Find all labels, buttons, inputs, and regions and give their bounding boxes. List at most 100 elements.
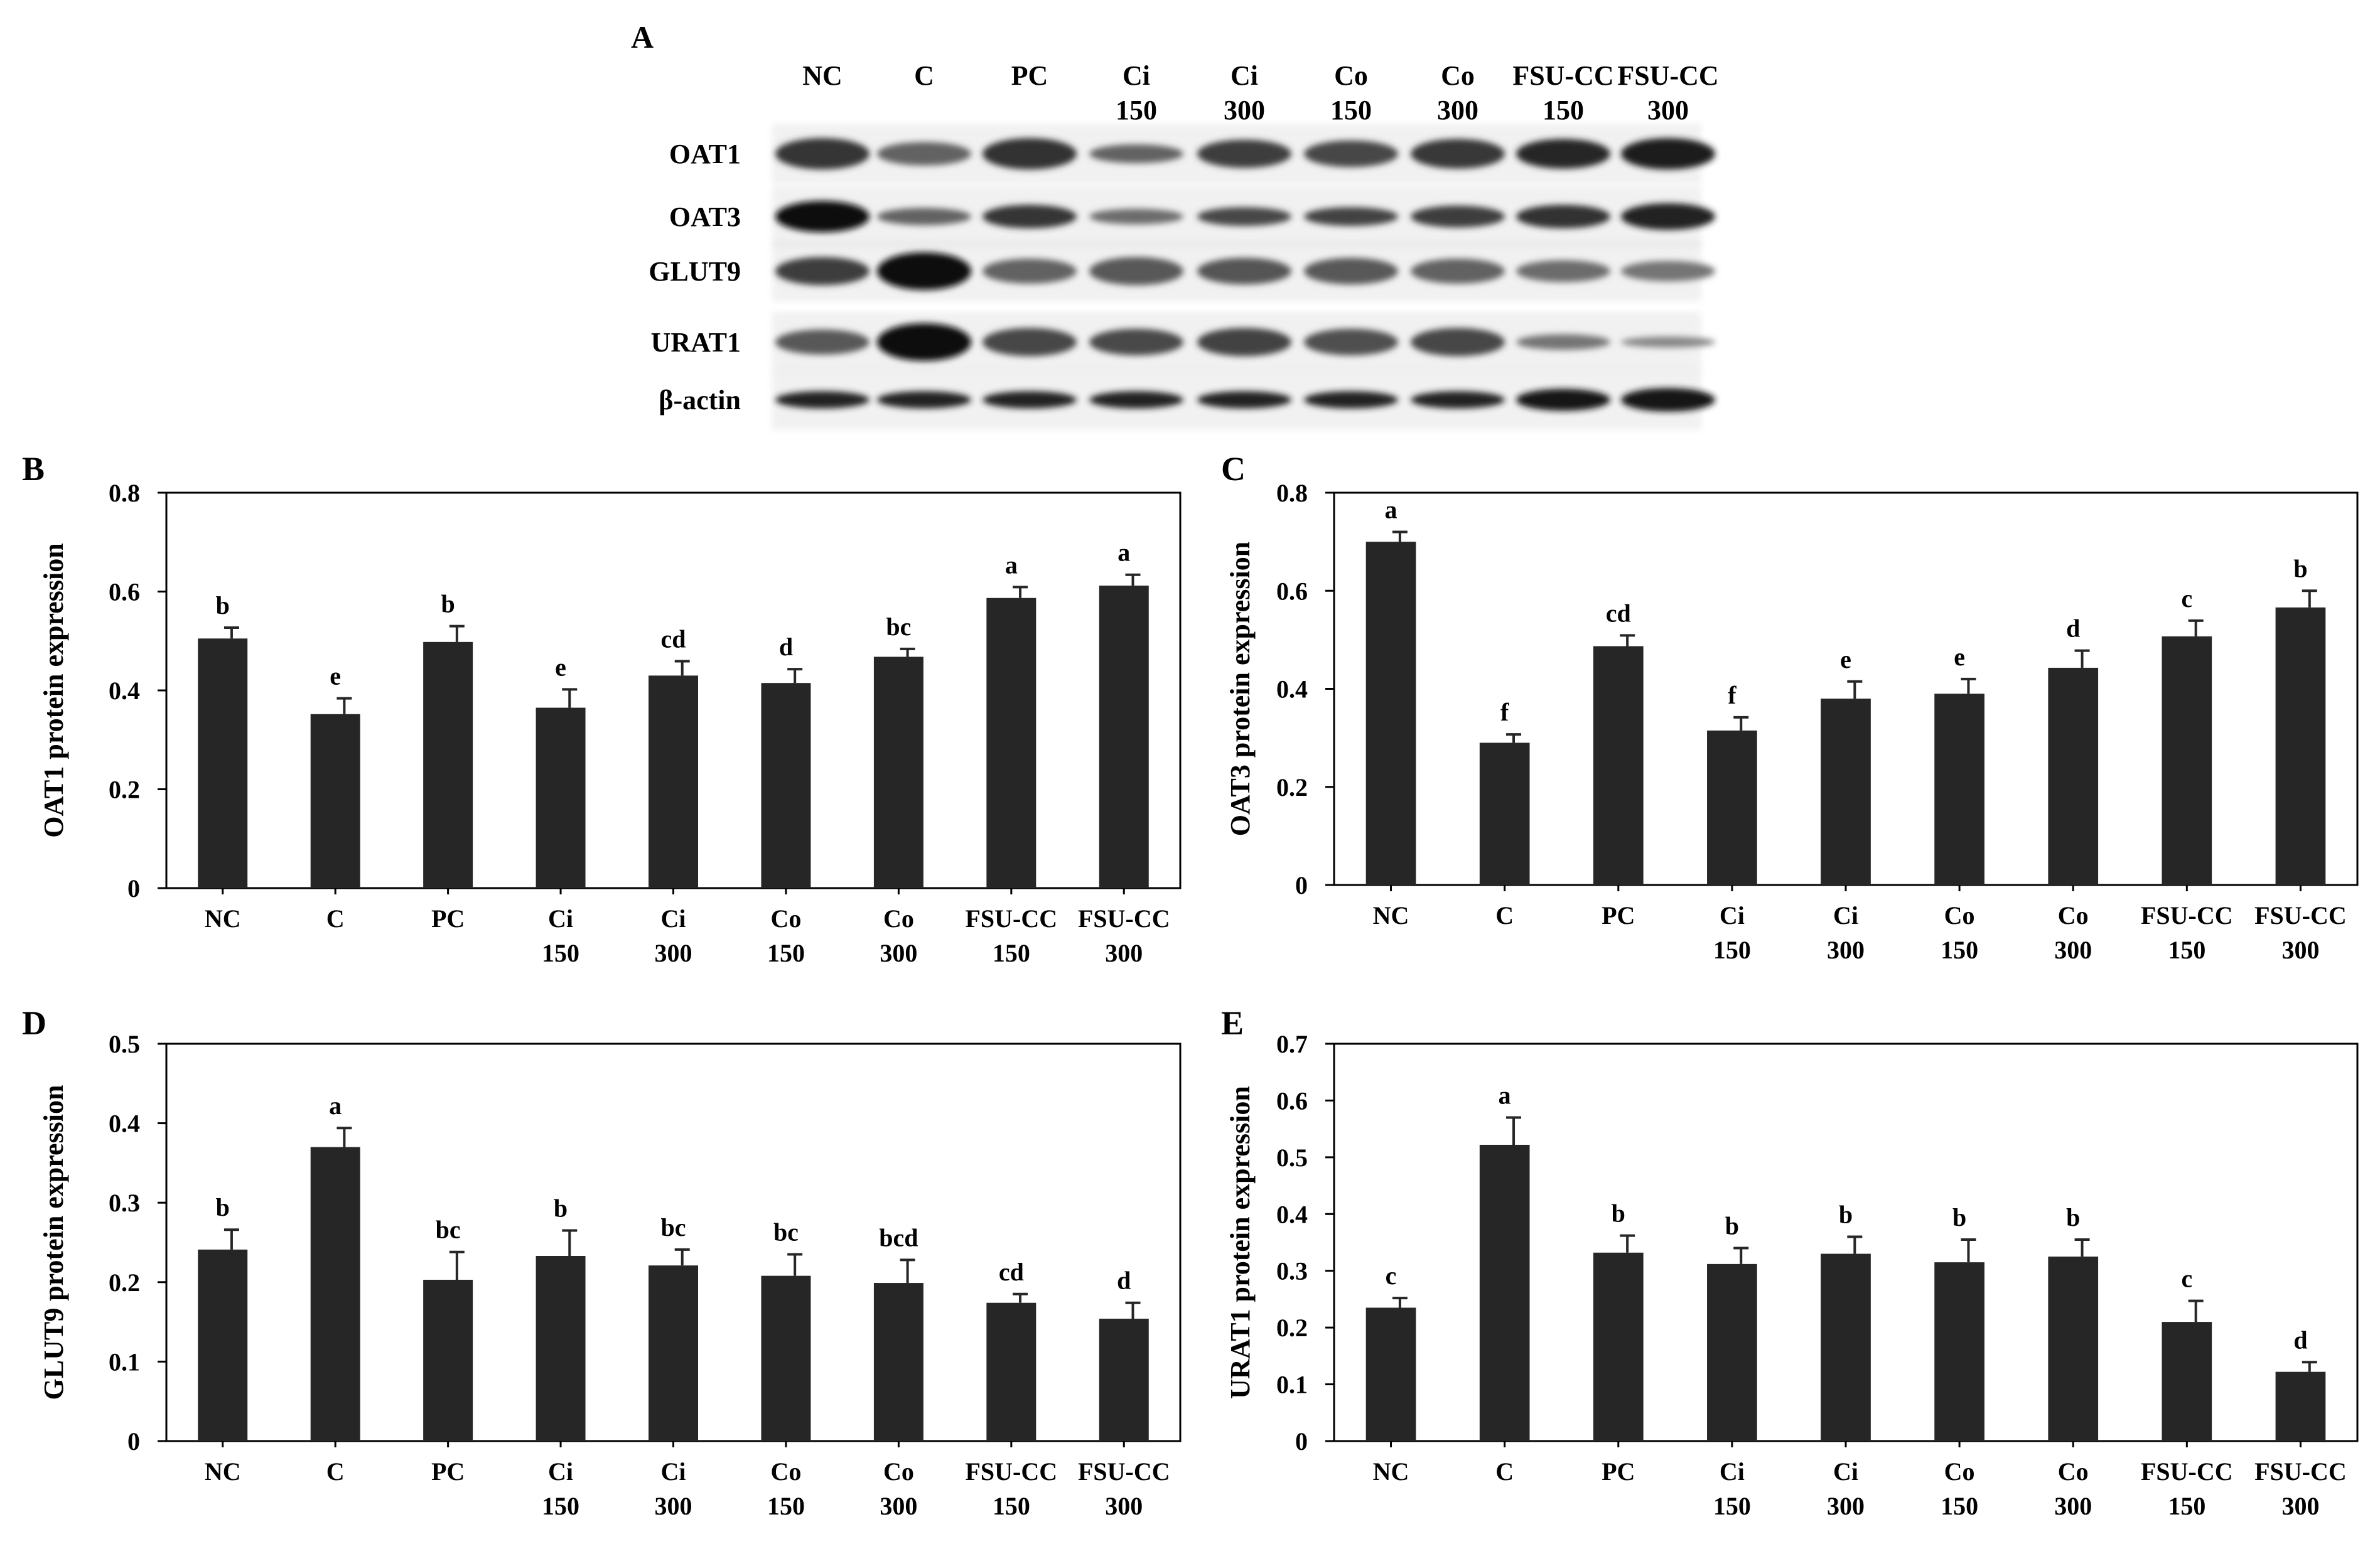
- x-tick-label: 300: [655, 939, 692, 967]
- significance-letter: e: [555, 653, 566, 681]
- blot-band: [1304, 391, 1398, 409]
- significance-letter: e: [330, 662, 341, 690]
- bar: [310, 1147, 360, 1441]
- blot-band: [775, 330, 870, 355]
- blot-band: [1411, 139, 1505, 169]
- x-tick-label: Ci: [1720, 901, 1745, 930]
- blot-band: [1411, 259, 1505, 284]
- blot-band: [983, 138, 1077, 169]
- y-tick-label: 0.2: [1276, 773, 1308, 801]
- blot-row-oat3: OAT3: [669, 186, 1715, 247]
- x-tick-label: FSU-CC: [965, 1457, 1057, 1486]
- blot-row-label: OAT1: [669, 139, 741, 169]
- x-tick-label: C: [1495, 901, 1514, 930]
- x-tick-label: Co: [1944, 901, 1975, 930]
- y-tick-label: 0.4: [109, 677, 140, 705]
- panel-label: D: [22, 1004, 46, 1042]
- x-tick-label: 150: [1941, 936, 1978, 964]
- bar: [2162, 636, 2212, 885]
- blot-lane-label: NC: [802, 60, 843, 91]
- y-tick-label: 0: [1295, 1427, 1308, 1456]
- significance-letter: b: [1839, 1200, 1853, 1228]
- blot-band: [1411, 391, 1505, 409]
- y-axis-label: OAT1 protein expression: [38, 543, 69, 837]
- significance-letter: c: [1386, 1262, 1397, 1290]
- significance-letter: d: [2066, 614, 2080, 643]
- x-tick-label: 150: [767, 939, 805, 967]
- y-tick-label: 0.2: [1276, 1314, 1308, 1342]
- blot-band: [1089, 208, 1183, 225]
- oat1-chart-panel: B 0 0.2 0.4 0.6 0.8 OAT1 protein expression b NC…: [22, 450, 1182, 967]
- x-tick-label: Ci: [661, 904, 686, 933]
- blot-band: [1621, 138, 1715, 169]
- blot-lane-label: Co: [1334, 60, 1368, 91]
- significance-letter: b: [1952, 1203, 1966, 1231]
- blot-band: [1411, 328, 1505, 357]
- blot-lane-label: Co: [1441, 60, 1475, 91]
- x-tick-label: FSU-CC: [2254, 1457, 2347, 1486]
- significance-letter: c: [2181, 1265, 2192, 1293]
- blot-band: [1089, 328, 1183, 356]
- blot-band: [983, 205, 1077, 228]
- blot-rows: OAT1 OAT3 GLUT9 URAT1 β-actin: [649, 124, 1715, 430]
- x-tick-label: 150: [542, 1492, 579, 1520]
- significance-letter: cd: [661, 625, 686, 653]
- significance-letter: e: [1840, 645, 1851, 673]
- blot-band: [1304, 257, 1398, 285]
- glut9-chart-panel: D 0 0.1 0.2 0.3 0.4 0.5 GLUT9 protein expressio…: [22, 1004, 1182, 1520]
- blot-band: [1516, 334, 1610, 350]
- significance-letter: bc: [773, 1218, 799, 1246]
- x-tick-label: 150: [542, 939, 579, 967]
- x-tick-label: 150: [1941, 1492, 1978, 1520]
- x-tick-label: Ci: [1720, 1457, 1745, 1486]
- x-tick-label: NC: [1373, 901, 1409, 930]
- bar: [1365, 542, 1416, 885]
- blot-band: [1516, 139, 1610, 169]
- y-tick-label: 0.8: [109, 479, 140, 507]
- blot-band: [1197, 391, 1291, 409]
- panel-label: E: [1221, 1004, 1244, 1042]
- y-axis-label: URAT1 protein expression: [1225, 1086, 1256, 1399]
- bar: [1479, 1144, 1530, 1441]
- blot-lane-label: 300: [1647, 95, 1689, 126]
- x-tick-label: PC: [431, 1457, 465, 1486]
- x-tick-label: NC: [205, 904, 241, 933]
- x-tick-label: PC: [1602, 1457, 1635, 1486]
- significance-letter: f: [1500, 698, 1509, 726]
- x-tick-label: 150: [993, 1492, 1030, 1520]
- x-tick-label: FSU-CC: [965, 904, 1057, 933]
- y-tick-label: 0.4: [1276, 1200, 1308, 1228]
- significance-letter: a: [329, 1091, 342, 1120]
- bar: [2275, 607, 2326, 885]
- blot-band: [983, 328, 1077, 357]
- x-tick-label: Ci: [1833, 1457, 1858, 1486]
- x-tick-label: NC: [205, 1457, 241, 1486]
- blot-band: [983, 391, 1077, 409]
- x-tick-label: 300: [2281, 936, 2319, 964]
- bar: [1821, 1253, 1871, 1441]
- y-tick-label: 0.5: [109, 1030, 140, 1058]
- x-tick-label: Co: [2058, 901, 2089, 930]
- blot-row-urat1: URAT1: [651, 312, 1715, 372]
- blot-band: [1304, 207, 1398, 226]
- x-tick-label: Ci: [1833, 901, 1858, 930]
- bar: [1593, 646, 1644, 885]
- significance-letter: b: [216, 591, 230, 619]
- bar: [649, 1265, 698, 1441]
- blot-lane-label: C: [914, 60, 934, 91]
- blot-band: [1089, 144, 1183, 163]
- blot-lane-label: 300: [1437, 95, 1478, 126]
- y-tick-label: 0.2: [109, 1268, 140, 1297]
- x-tick-label: 150: [1713, 936, 1751, 964]
- significance-letter: a: [1005, 550, 1018, 579]
- panel-label: C: [1221, 450, 1246, 488]
- blot-band: [877, 391, 971, 409]
- significance-letter: b: [2066, 1203, 2080, 1231]
- x-tick-label: 150: [2168, 1492, 2205, 1520]
- blot-band: [983, 259, 1077, 284]
- x-tick-label: Co: [770, 1457, 801, 1486]
- y-tick-label: 0.6: [1276, 577, 1308, 605]
- x-tick-label: Co: [1944, 1457, 1975, 1486]
- blot-band: [1089, 257, 1183, 286]
- blot-band: [1411, 205, 1505, 228]
